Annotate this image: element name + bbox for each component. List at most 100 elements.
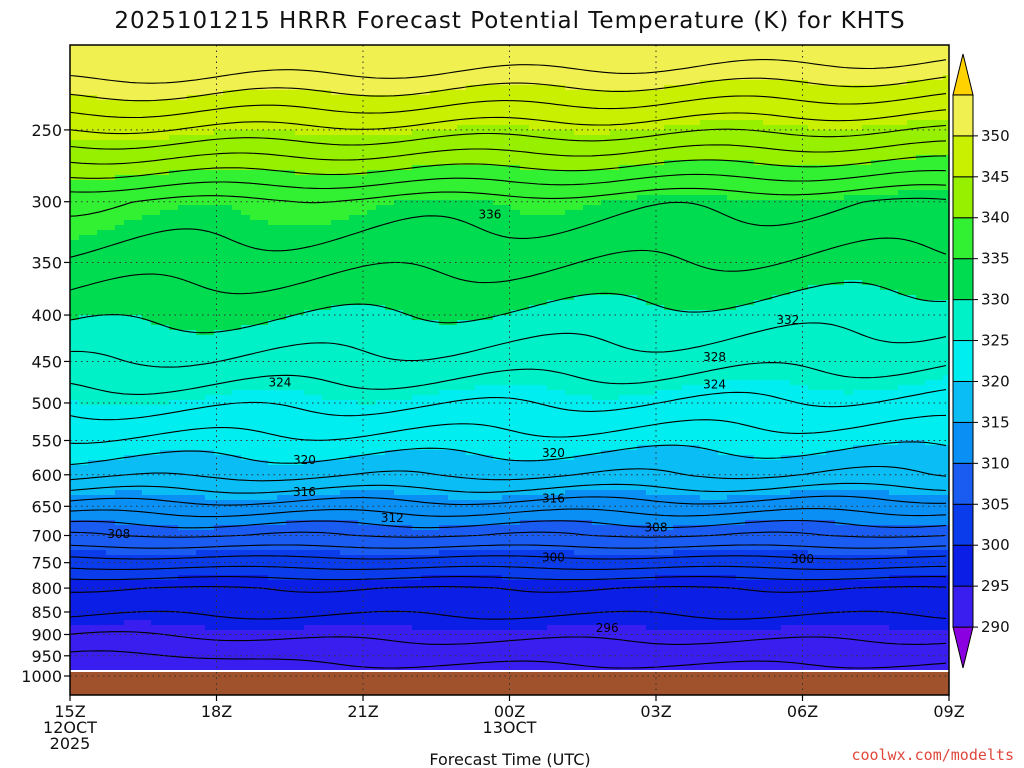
contour-fill-band xyxy=(835,625,845,670)
contour-fill-band xyxy=(313,395,323,461)
contour-fill-band xyxy=(718,120,728,161)
colorbar-label: 310 xyxy=(981,454,1010,472)
contour-fill-band xyxy=(718,310,728,381)
contour-fill-band xyxy=(178,530,188,556)
contour-fill-band xyxy=(844,555,854,581)
contour-fill-band xyxy=(322,550,332,581)
y-tick-label: 450 xyxy=(31,352,62,371)
contour-fill-band xyxy=(439,550,449,576)
contour-fill-band xyxy=(340,220,350,306)
contour-fill-band xyxy=(421,575,431,631)
contour-fill-band xyxy=(619,580,629,626)
contour-fill-band xyxy=(862,625,872,670)
contour-fill-band xyxy=(79,95,89,141)
contour-line-302 xyxy=(70,565,946,570)
contour-fill-band xyxy=(412,530,422,556)
contour-fill-band xyxy=(826,625,836,670)
contour-fill-band xyxy=(493,575,503,631)
contour-fill-band xyxy=(430,45,440,91)
contour-fill-band xyxy=(412,45,422,96)
contour-fill-band xyxy=(538,550,548,581)
contour-fill-band xyxy=(574,555,584,581)
contour-fill-band xyxy=(826,285,836,391)
contour-fill-band xyxy=(79,180,89,236)
contour-fill-band xyxy=(97,100,107,141)
contour-fill-band xyxy=(592,580,602,626)
contour-fill-band xyxy=(781,125,791,166)
contour-fill-band xyxy=(916,550,926,576)
contour-fill-band xyxy=(304,460,314,496)
contour-fill-band xyxy=(295,550,305,581)
contour-fill-band xyxy=(250,630,260,670)
contour-fill-band xyxy=(88,45,98,96)
contour-fill-band xyxy=(520,550,530,581)
contour-fill-band xyxy=(781,550,791,581)
chart-title: 2025101215 HRRR Forecast Potential Tempe… xyxy=(114,8,905,34)
contour-fill-band xyxy=(448,390,458,451)
contour-fill-band xyxy=(502,85,512,126)
contour-fill-band xyxy=(727,525,737,551)
contour-label: 296 xyxy=(596,621,619,635)
contour-fill-band xyxy=(610,555,620,581)
contour-fill-band xyxy=(691,550,701,576)
contour-fill-band xyxy=(466,320,476,391)
contour-fill-band xyxy=(934,190,944,301)
contour-fill-band xyxy=(466,200,476,321)
contour-fill-band xyxy=(511,165,521,211)
contour-fill-band xyxy=(637,525,647,556)
contour-fill-band xyxy=(322,460,332,496)
contour-fill-band xyxy=(313,90,323,136)
contour-fill-band xyxy=(691,195,701,311)
contour-fill-band xyxy=(727,380,737,456)
contour-fill-band xyxy=(448,630,458,670)
contour-fill-band xyxy=(835,555,845,581)
contour-fill-band xyxy=(223,90,233,131)
contour-fill-band xyxy=(367,555,377,581)
contour-fill-band xyxy=(862,390,872,446)
contour-fill-band xyxy=(178,450,188,496)
contour-fill-band xyxy=(475,165,485,201)
y-tick-label: 250 xyxy=(31,121,62,140)
contour-fill-band xyxy=(331,520,341,551)
contour-fill-band xyxy=(394,495,404,526)
contour-fill-band xyxy=(853,555,863,581)
contour-fill-band xyxy=(916,630,926,670)
contour-fill-band xyxy=(601,45,611,91)
contour-fill-band xyxy=(223,630,233,670)
contour-fill-band xyxy=(196,400,206,451)
contour-fill-band xyxy=(340,520,350,556)
contour-line-346 xyxy=(70,109,947,135)
contour-fill-band xyxy=(700,80,710,121)
contour-fill-band xyxy=(430,130,440,166)
contour-fill-band xyxy=(754,80,764,121)
contour-fill-band xyxy=(457,450,467,501)
contour-fill-band xyxy=(925,525,935,551)
contour-fill-band xyxy=(97,580,107,626)
contour-fill-band xyxy=(187,170,197,206)
contour-fill-band xyxy=(880,490,890,526)
contour-fill-band xyxy=(115,45,125,101)
contour-fill-band xyxy=(610,490,620,526)
contour-fill-band xyxy=(412,580,422,631)
contour-fill-band xyxy=(709,310,719,381)
contour-fill-band xyxy=(241,390,251,461)
contour-fill-band xyxy=(187,530,197,556)
contour-fill-band xyxy=(124,175,134,221)
contour-fill-band xyxy=(196,45,206,96)
contour-fill-band xyxy=(196,495,206,531)
contour-fill-band xyxy=(115,175,125,226)
contour-fill-band xyxy=(268,550,278,581)
contour-fill-band xyxy=(205,205,215,336)
contour-fill-band xyxy=(502,385,512,461)
contour-fill-band xyxy=(628,295,638,396)
contour-fill-band xyxy=(907,525,917,551)
colorbar-label: 325 xyxy=(981,332,1010,350)
contour-fill-band xyxy=(520,215,530,311)
contour-fill-band xyxy=(385,450,395,491)
contour-fill-band xyxy=(358,95,368,136)
contour-fill-band xyxy=(808,390,818,456)
contour-fill-band xyxy=(178,625,188,670)
contour-fill-band xyxy=(583,520,593,556)
contour-fill-band xyxy=(115,555,125,581)
contour-fill-band xyxy=(304,175,314,226)
